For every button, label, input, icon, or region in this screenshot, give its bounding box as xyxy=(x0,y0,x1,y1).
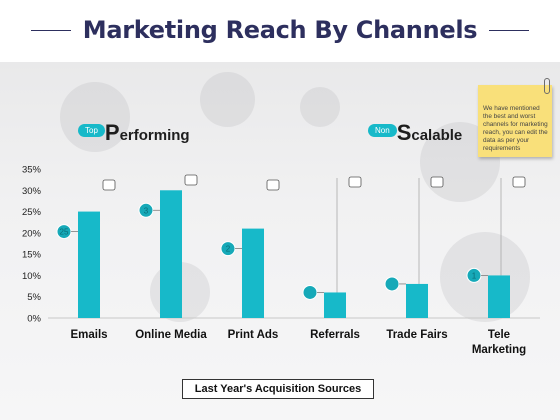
y-tick-label: 15% xyxy=(22,250,42,261)
y-tick-label: 35% xyxy=(22,165,42,176)
y-tick-label: 20% xyxy=(22,228,42,239)
value-marker xyxy=(302,284,318,300)
marker-label: 25 xyxy=(60,228,69,237)
channel-icon xyxy=(348,176,362,188)
title-bar: Marketing Reach By Channels xyxy=(0,0,560,60)
y-tick-label: 30% xyxy=(22,186,42,197)
category-label: Tele xyxy=(488,329,510,341)
title-rule-right xyxy=(489,29,530,31)
non-pill: Non xyxy=(368,124,397,137)
top-performing-heading: Top Performing xyxy=(78,120,190,146)
background-bubble xyxy=(300,87,340,127)
channel-icon xyxy=(184,174,198,186)
top-performing-initial: P xyxy=(104,120,120,145)
y-tick-label: 0% xyxy=(27,314,41,325)
background-bubble xyxy=(440,232,530,322)
channel-icon xyxy=(266,179,280,191)
paperclip-icon xyxy=(544,78,550,94)
marker-label: 3 xyxy=(144,206,149,215)
category-label: Referrals xyxy=(310,329,360,341)
channel-icon xyxy=(430,176,444,188)
bar xyxy=(488,275,510,318)
bar xyxy=(324,292,346,318)
category-label: Trade Fairs xyxy=(386,329,447,341)
bar xyxy=(242,228,264,318)
top-pill: Top xyxy=(78,124,105,137)
channel-icon xyxy=(102,179,116,191)
y-tick-label: 5% xyxy=(27,292,41,303)
sticky-note: We have mentioned the best and worst cha… xyxy=(478,85,552,157)
value-marker xyxy=(384,276,400,292)
chart-legend: Last Year's Acquisition Sources xyxy=(182,379,374,399)
background-bubble xyxy=(60,82,130,152)
bar xyxy=(78,211,100,318)
non-scalable-rest: calable xyxy=(411,127,463,144)
category-label: Online Media xyxy=(135,329,207,341)
category-label: Emails xyxy=(70,329,107,341)
bar xyxy=(160,190,182,318)
non-scalable-heading: Non Scalable xyxy=(368,120,462,146)
background-bubble xyxy=(200,72,255,127)
marker-label: 2 xyxy=(226,245,231,254)
bar xyxy=(406,283,428,318)
marker-label: 1 xyxy=(472,271,477,280)
title-rule-left xyxy=(30,29,71,31)
non-scalable-initial: S xyxy=(396,120,412,145)
category-label: Print Ads xyxy=(228,329,279,341)
y-tick-label: 25% xyxy=(22,207,42,218)
category-label: Marketing xyxy=(472,344,526,356)
top-performing-rest: erforming xyxy=(119,127,190,144)
channel-icon xyxy=(512,176,526,188)
y-tick-label: 10% xyxy=(22,271,42,282)
page-title: Marketing Reach By Channels xyxy=(82,16,478,44)
